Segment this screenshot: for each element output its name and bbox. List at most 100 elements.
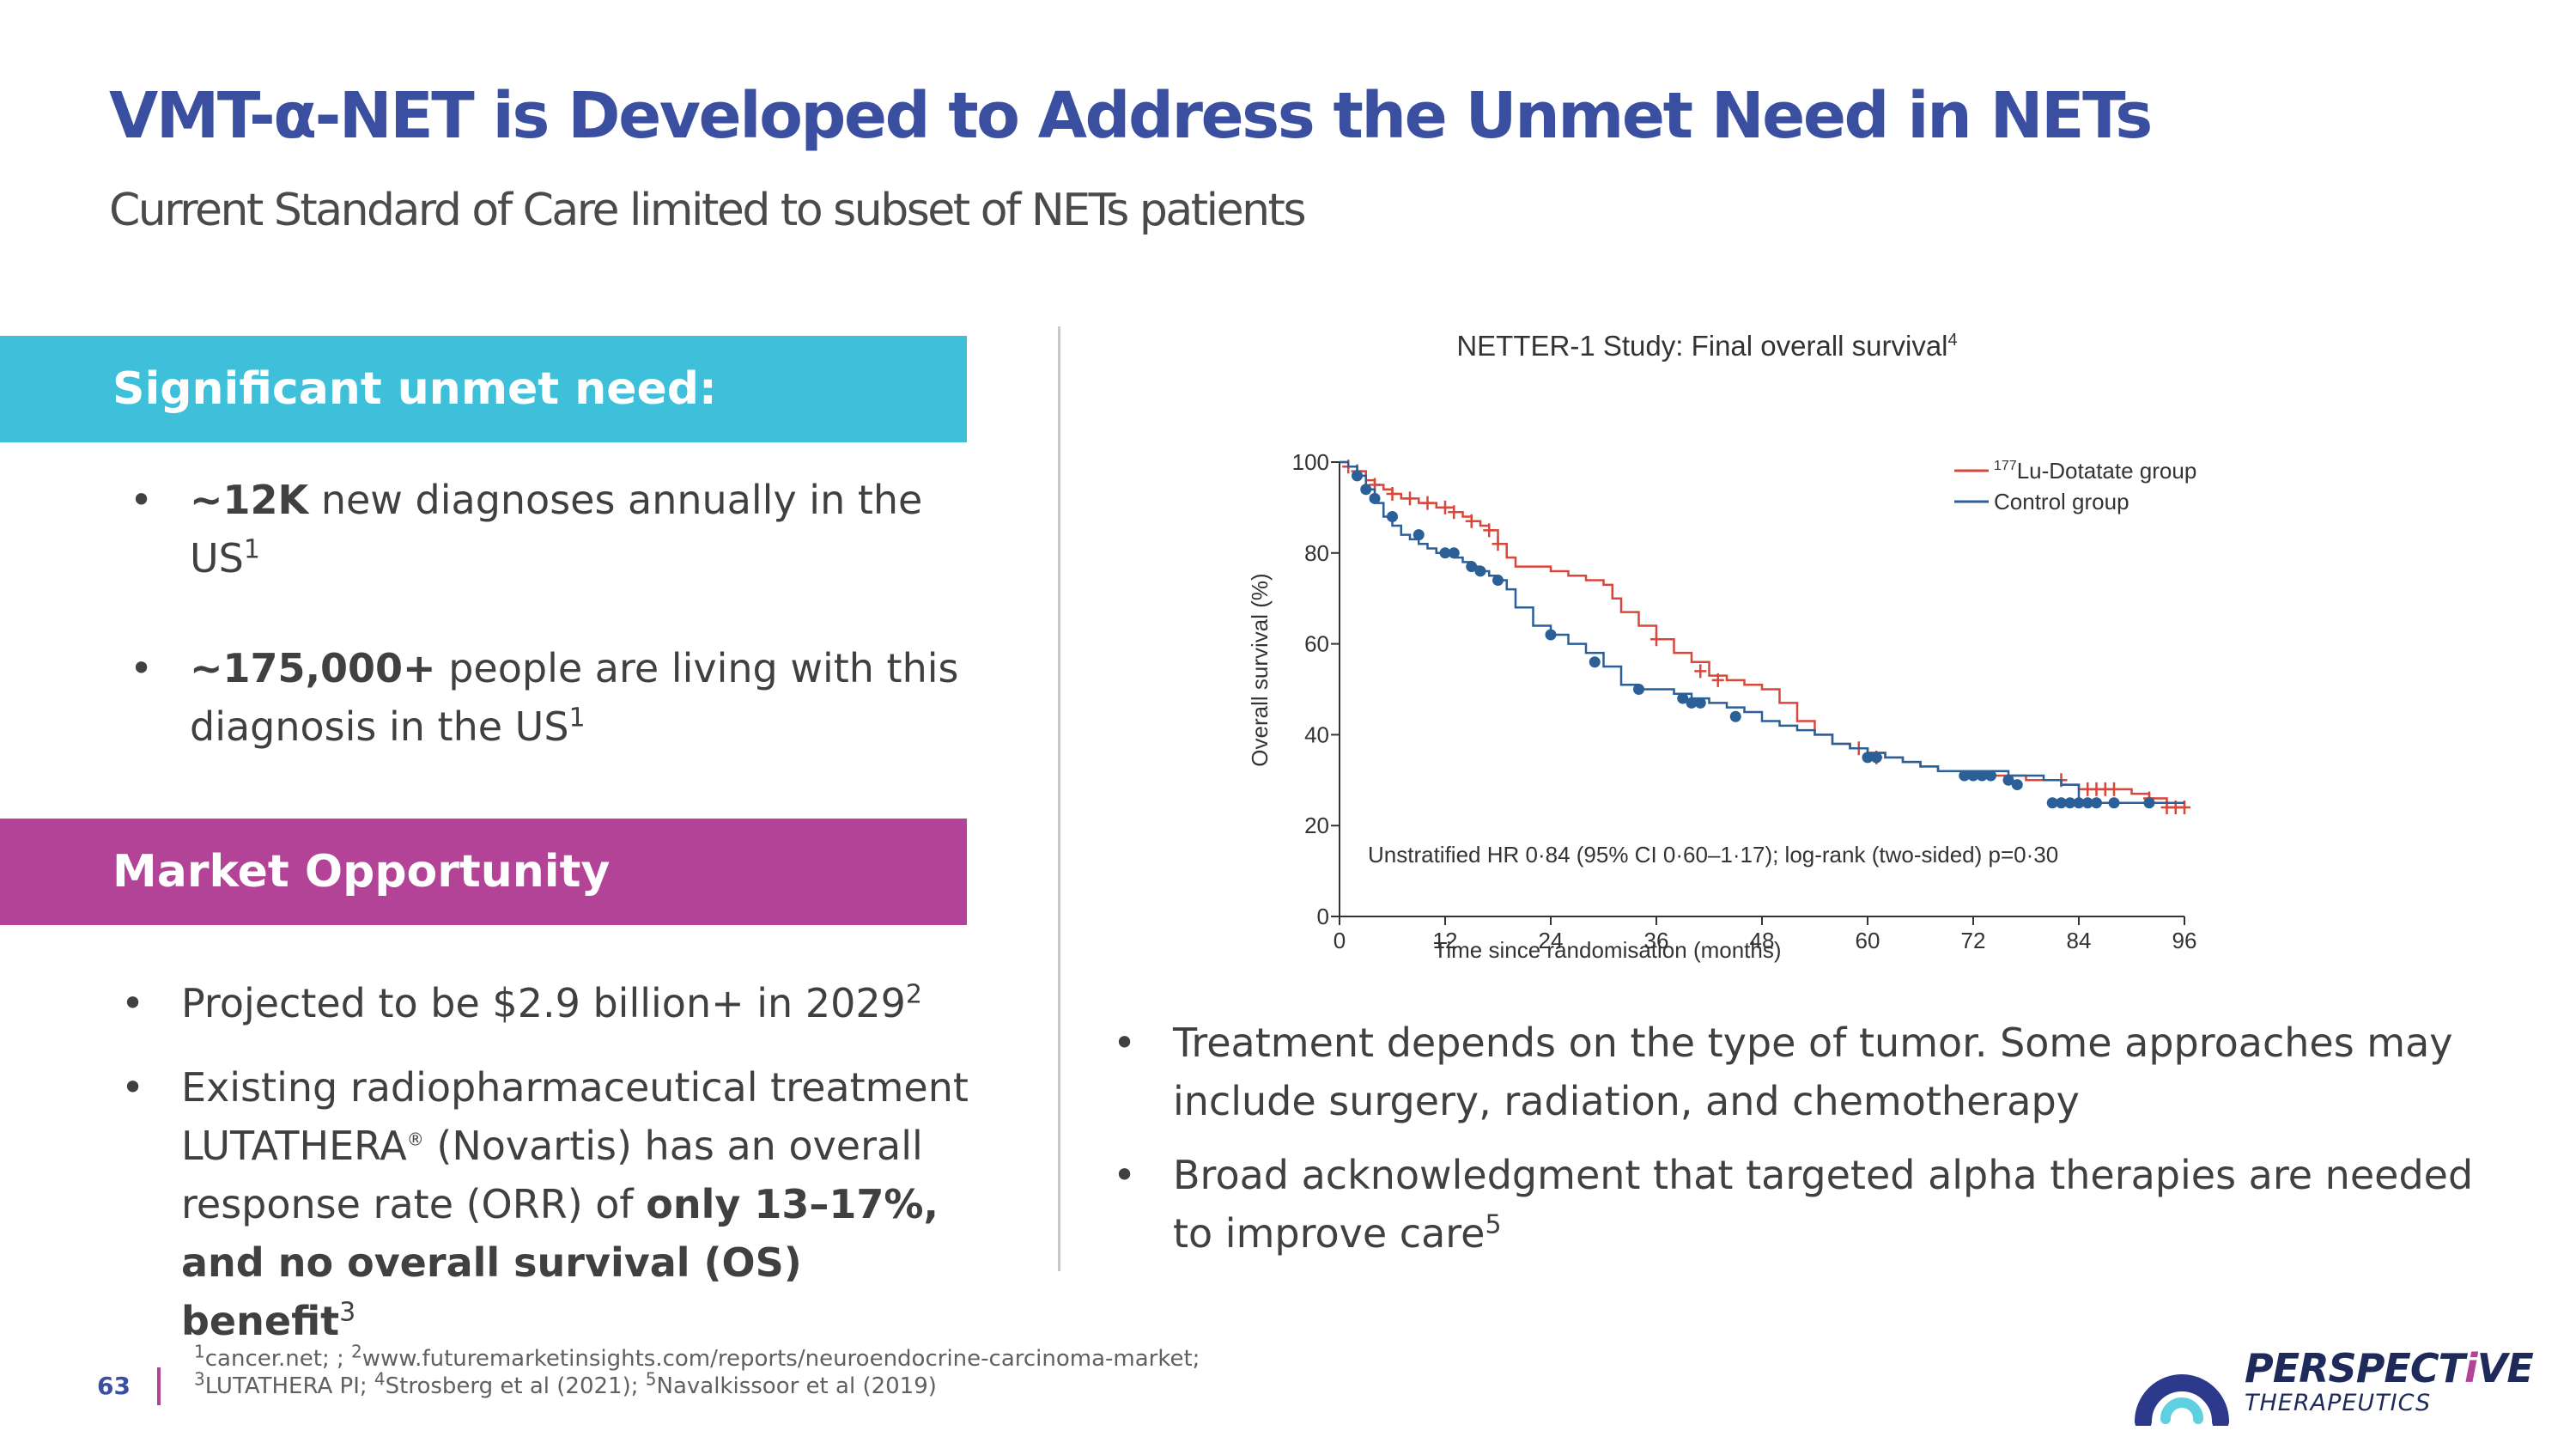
bullet-bold: ~175,000+ xyxy=(190,645,436,691)
chart-series xyxy=(1340,460,2190,815)
page-number-divider xyxy=(157,1367,161,1405)
censor-mark xyxy=(2056,797,2067,809)
list-item: • Broad acknowledgment that targeted alp… xyxy=(1096,1146,2504,1263)
censor-mark xyxy=(1694,664,1707,679)
bullet-text: people are living with this diagnosis in… xyxy=(190,645,959,750)
column-divider xyxy=(1058,326,1060,1271)
x-tick-label: 72 xyxy=(1961,928,1986,953)
censor-mark xyxy=(2064,797,2076,809)
logo-text: PERSPECT xyxy=(2245,1345,2465,1391)
censor-mark xyxy=(2143,797,2155,809)
unmet-need-banner: Significant unmet need: xyxy=(0,336,967,442)
company-logo-name: PERSPECTiVE xyxy=(2245,1345,2534,1391)
market-opportunity-banner: Market Opportunity xyxy=(0,819,967,925)
bullet-icon: • xyxy=(130,645,154,691)
logo-text-accent: i xyxy=(2464,1345,2478,1391)
y-tick-label: 60 xyxy=(1304,631,1329,657)
footnote-num: 2 xyxy=(351,1341,362,1362)
censor-mark xyxy=(1421,496,1434,510)
bullet-icon: • xyxy=(1113,1020,1137,1066)
footnote-num: 4 xyxy=(374,1368,386,1390)
censor-mark xyxy=(1404,491,1416,506)
list-item: • ~175,000+ people are living with this … xyxy=(112,639,971,756)
footnote-ref: 2 xyxy=(905,979,922,1010)
footnote-text: Strosberg et al (2021); xyxy=(385,1373,646,1399)
footnote-line: 1cancer.net; ; 2www.futuremarketinsights… xyxy=(194,1342,1200,1373)
censor-mark xyxy=(1967,770,1979,782)
censor-mark xyxy=(1448,505,1461,520)
censor-mark xyxy=(1589,656,1601,668)
logo-text: VE xyxy=(2476,1345,2534,1391)
censor-mark xyxy=(1369,492,1381,504)
censor-mark xyxy=(1677,692,1689,704)
page-number: 63 xyxy=(97,1372,131,1400)
x-tick-label: 60 xyxy=(1856,928,1880,953)
legend-label-sup: 177 xyxy=(1994,459,2017,473)
censor-mark xyxy=(2108,782,2120,796)
footnote-text: Navalkissoor et al (2019) xyxy=(656,1373,937,1399)
censor-mark xyxy=(1448,547,1460,559)
footnote-ref: 5 xyxy=(1485,1209,1502,1240)
footnote-num: 1 xyxy=(194,1341,205,1362)
censor-mark xyxy=(1711,673,1724,687)
legend-label-control: Control group xyxy=(1994,489,2129,514)
bullet-text: (Novartis) has an overall response rate … xyxy=(181,1123,923,1227)
treatment-notes-list: • Treatment depends on the type of tumor… xyxy=(1096,1014,2504,1278)
footnote-text: cancer.net; ; xyxy=(204,1346,352,1372)
bullet-icon: • xyxy=(121,1064,145,1111)
censor-mark xyxy=(1483,523,1496,538)
censor-mark xyxy=(1387,510,1398,522)
footnote-ref: 1 xyxy=(568,703,586,734)
censor-mark xyxy=(2091,797,2102,809)
censor-mark xyxy=(1729,710,1741,722)
footnote-text: www.futuremarketinsights.com/reports/neu… xyxy=(361,1346,1200,1372)
censor-mark xyxy=(2108,797,2120,809)
list-item: • ~12K new diagnoses annually in the US1 xyxy=(112,471,971,588)
chart-title-sup: 4 xyxy=(1948,331,1958,350)
censor-mark xyxy=(1862,752,1874,764)
censor-mark xyxy=(1545,629,1557,641)
y-tick-label: 20 xyxy=(1304,813,1329,838)
censor-mark xyxy=(1633,684,1644,695)
censor-mark xyxy=(1959,770,1971,782)
bullet-bold: only 13–17%, and no overall survival (OS… xyxy=(181,1181,939,1344)
censor-mark xyxy=(1465,514,1478,528)
y-tick-label: 0 xyxy=(1317,904,1329,929)
censor-mark xyxy=(2011,779,2023,791)
x-tick-label: 48 xyxy=(1750,928,1775,953)
chart-title-text: NETTER-1 Study: Final overall survival xyxy=(1456,330,1947,362)
censor-mark xyxy=(1439,500,1451,514)
survival-chart: NETTER-1 Study: Final overall survival4 … xyxy=(1247,330,2197,963)
censor-mark xyxy=(1386,487,1399,502)
x-tick-label: 12 xyxy=(1433,928,1458,953)
censor-mark xyxy=(1413,529,1425,541)
bullet-text: new diagnoses annually in the US xyxy=(190,477,923,581)
censor-mark xyxy=(1439,547,1451,559)
footnote-line: 3LUTATHERA PI; 4Strosberg et al (2021); … xyxy=(194,1370,1200,1400)
x-tick-label: 84 xyxy=(2067,928,2092,953)
bullet-text: Broad acknowledgment that targeted alpha… xyxy=(1173,1152,2474,1257)
y-tick-label: 80 xyxy=(1304,540,1329,566)
bullet-icon: • xyxy=(130,477,154,523)
censor-mark xyxy=(2073,797,2085,809)
censor-mark xyxy=(2081,797,2093,809)
x-tick-label: 0 xyxy=(1334,928,1346,953)
bullet-text: Treatment depends on the type of tumor. … xyxy=(1173,1020,2453,1124)
page-subtitle: Current Standard of Care limited to subs… xyxy=(109,185,1307,236)
censor-mark xyxy=(2002,774,2014,786)
perspective-logo-icon xyxy=(2135,1374,2229,1426)
list-item: • Treatment depends on the type of tumor… xyxy=(1096,1014,2504,1130)
list-item: • Projected to be $2.9 billion+ in 20292 xyxy=(104,974,971,1032)
bullet-text: Existing radiopharmaceutical treatment L… xyxy=(181,1064,969,1169)
registered-mark: ® xyxy=(406,1129,424,1150)
censor-mark xyxy=(1650,632,1662,647)
censor-mark xyxy=(1492,575,1504,587)
legend-label-text: Lu-Dotatate group xyxy=(2017,458,2197,484)
chart-axes: 0 12 24 36 48 60 72 84 96 0 20 40 60 80 100 xyxy=(1292,449,2197,953)
censor-mark xyxy=(1686,697,1698,709)
chart-legend: 177Lu-Dotatate group Control group xyxy=(1954,458,2196,514)
x-tick-label: 96 xyxy=(2172,928,2197,953)
y-tick-label: 40 xyxy=(1304,721,1329,747)
censor-mark xyxy=(1870,752,1882,764)
footnote-text: LUTATHERA PI; xyxy=(204,1373,374,1399)
